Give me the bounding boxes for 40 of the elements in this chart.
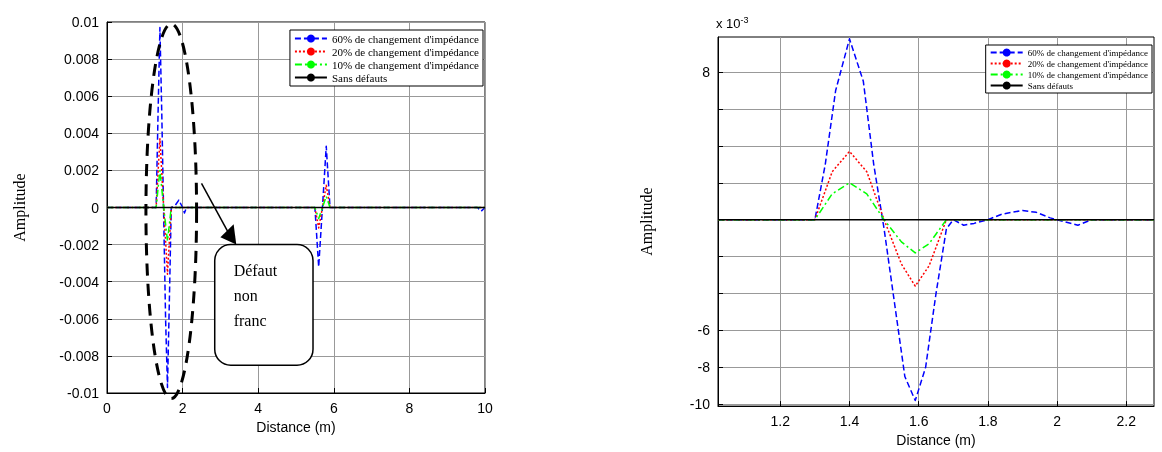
y-tick-label: 0.01 <box>71 14 100 30</box>
y-tick-label: 8 <box>702 64 711 81</box>
legend-label: 60% de changement d'impédance <box>1027 47 1149 58</box>
y-tick-label: 0.004 <box>63 125 100 142</box>
y-tick-label: -0.006 <box>59 310 100 327</box>
y-axis-title: Amplitude <box>10 173 29 242</box>
annotation: Défaut non franc <box>233 260 279 331</box>
legend-label: 60% de changement d'impédance <box>331 32 480 45</box>
y-tick-label: -6 <box>697 322 711 339</box>
x-tick-label: 1.6 <box>908 413 929 430</box>
y-tick-label: -8 <box>697 359 711 376</box>
x-tick-label: 8 <box>405 400 414 416</box>
x-tick-label: 10 <box>477 400 493 416</box>
x-axis-title: Distance (m) <box>256 418 336 435</box>
x-tick-label: 1.8 <box>978 413 998 430</box>
legend-label: 10% de changement d'impédance <box>1027 69 1149 80</box>
y-tick-label: 0 <box>91 199 100 216</box>
x-tick-label: 0 <box>103 400 112 416</box>
x-tick-label: 4 <box>254 400 263 416</box>
y-tick-label: -0.002 <box>59 236 100 253</box>
y-tick-label: 0.006 <box>63 88 100 105</box>
y-tick-label: 0.002 <box>63 162 100 179</box>
x-tick-label: 1.4 <box>839 413 860 430</box>
x-tick-label: 6 <box>329 400 338 416</box>
x-tick-label: 2.2 <box>1116 413 1137 430</box>
legend-label: Sans défauts <box>1027 80 1074 91</box>
x-tick-label: 1.2 <box>770 413 791 430</box>
legend-label: 20% de changement d'impédance <box>331 45 480 58</box>
legend-label: 20% de changement d'impédance <box>1027 58 1149 69</box>
y-tick-label: -10 <box>689 396 711 413</box>
y-axis-title: Amplitude <box>637 187 656 256</box>
x-axis-title: Distance (m) <box>896 432 976 448</box>
y-tick-label: -0.01 <box>67 385 100 401</box>
y-tick-label: -0.004 <box>59 273 100 290</box>
x-tick-label: 2 <box>1053 413 1062 430</box>
y-tick-label: 0.008 <box>63 51 100 68</box>
legend-label: 10% de changement d'impédance <box>331 58 480 71</box>
y-tick-label: -0.008 <box>59 347 100 364</box>
x-tick-label: 2 <box>178 400 187 416</box>
legend-label: Sans défauts <box>331 71 388 84</box>
